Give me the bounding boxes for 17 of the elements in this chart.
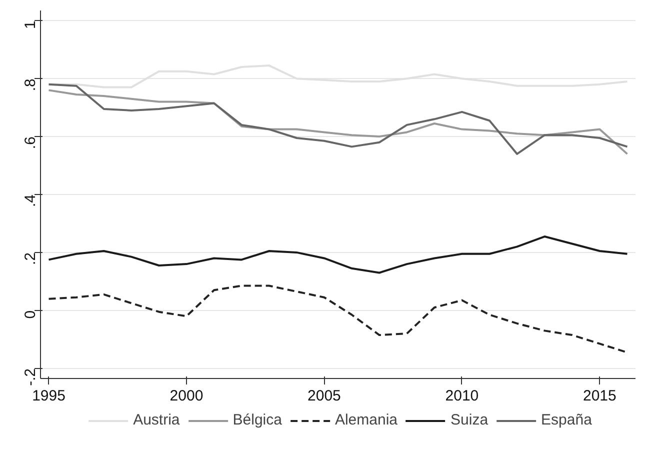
legend-label: España bbox=[541, 412, 592, 428]
legend-label: Austria bbox=[133, 412, 180, 428]
x-tick-label: 2005 bbox=[308, 388, 341, 404]
y-tick-label: 0 bbox=[22, 310, 39, 319]
y-tick-label: .6 bbox=[22, 136, 39, 150]
x-tick-label: 2010 bbox=[445, 388, 479, 404]
legend-label: Bélgica bbox=[232, 412, 282, 428]
y-tick-label: -.2 bbox=[22, 368, 39, 386]
x-tick-label: 1995 bbox=[32, 388, 66, 404]
x-tick-label: 2015 bbox=[583, 388, 616, 404]
y-tick-label: .8 bbox=[22, 78, 39, 92]
legend-label: Alemania bbox=[334, 412, 398, 428]
y-tick-label: .4 bbox=[22, 194, 39, 208]
y-tick-label: 1 bbox=[22, 20, 39, 29]
x-tick-label: 2000 bbox=[170, 388, 204, 404]
y-tick-label: .2 bbox=[22, 252, 39, 265]
legend-label: Suiza bbox=[450, 412, 488, 428]
